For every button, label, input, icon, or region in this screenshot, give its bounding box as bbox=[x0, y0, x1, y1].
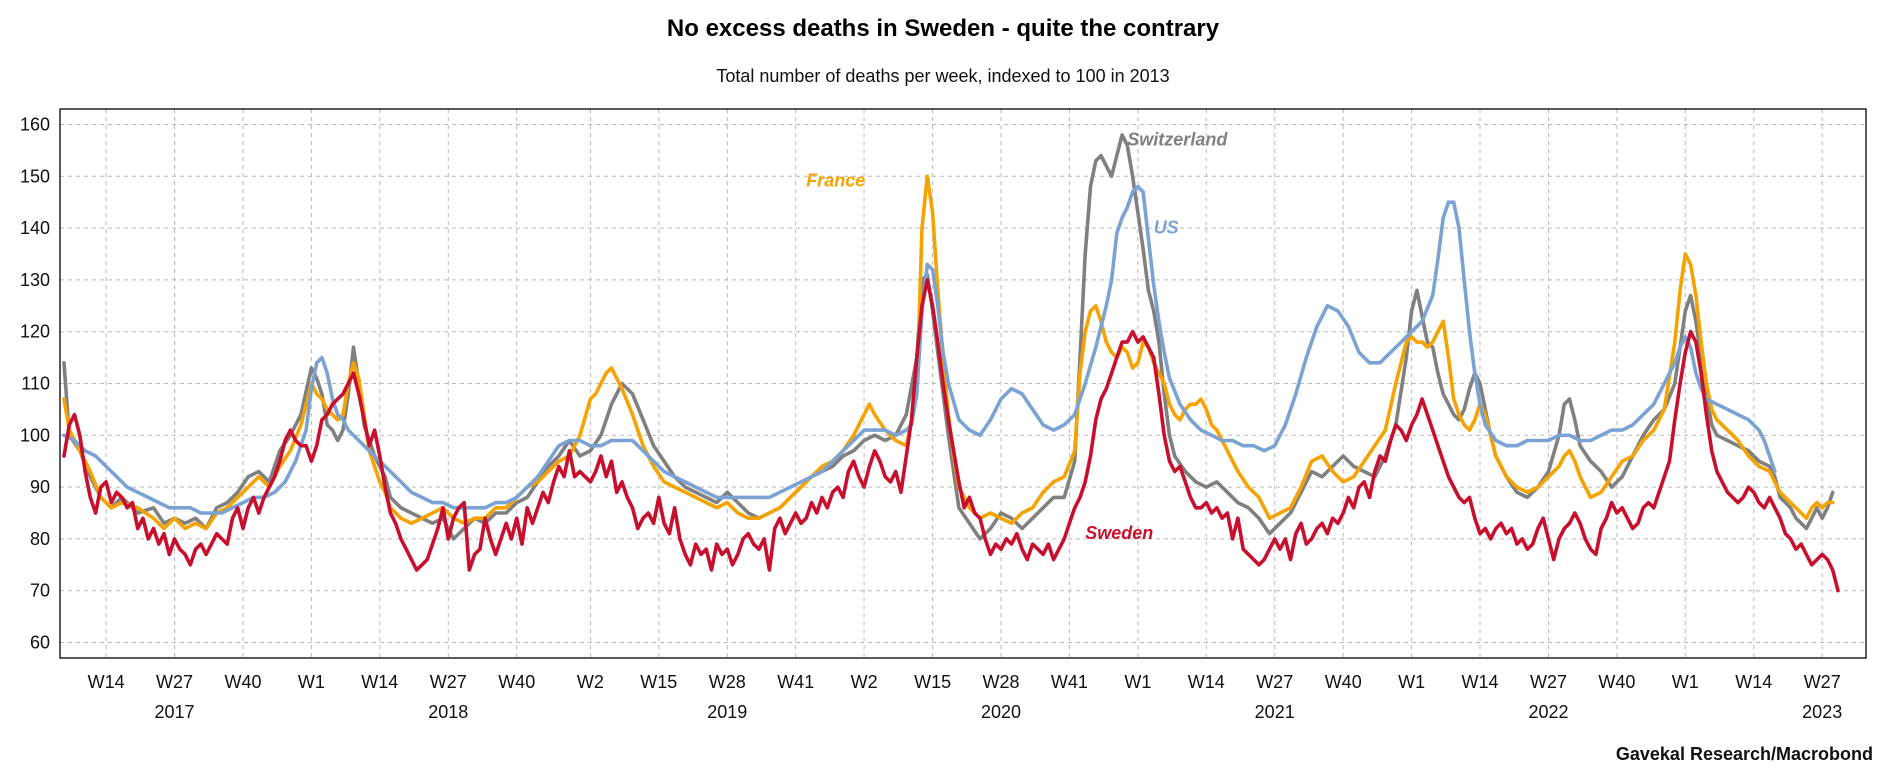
x-tick-label: W28 bbox=[982, 672, 1019, 692]
x-year-label: 2021 bbox=[1255, 702, 1295, 722]
y-tick-label: 110 bbox=[21, 374, 50, 394]
y-tick-label: 60 bbox=[30, 633, 50, 653]
x-year-label: 2023 bbox=[1802, 702, 1842, 722]
y-tick-label: 80 bbox=[30, 529, 50, 549]
x-tick-label: W27 bbox=[156, 672, 193, 692]
y-tick-label: 160 bbox=[20, 115, 50, 135]
series-lines bbox=[62, 133, 1840, 593]
x-tick-label: W40 bbox=[224, 672, 261, 692]
series-line-france bbox=[62, 174, 1835, 531]
chart-subtitle: Total number of deaths per week, indexed… bbox=[716, 66, 1169, 86]
x-tick-label: W1 bbox=[1398, 672, 1425, 692]
y-axis: 60 70 80 90 100 110 120 130 140 150 160 bbox=[20, 115, 50, 653]
x-tick-label: W15 bbox=[914, 672, 951, 692]
x-tick-label: W14 bbox=[1735, 672, 1772, 692]
x-axis: W14 W27 W40 W1 W14 W27 W40 W2 W15 W28 W41 W2 W15 W28 W… bbox=[88, 672, 1843, 722]
series-line-us bbox=[62, 184, 1777, 515]
x-tick-label: W41 bbox=[777, 672, 814, 692]
x-tick-label: W14 bbox=[1188, 672, 1225, 692]
y-tick-label: 100 bbox=[20, 425, 50, 445]
x-tick-label: W14 bbox=[361, 672, 398, 692]
x-tick-label: W2 bbox=[577, 672, 604, 692]
y-tick-label: 140 bbox=[20, 218, 50, 238]
x-tick-label: W1 bbox=[1672, 672, 1699, 692]
x-tick-label: W40 bbox=[1325, 672, 1362, 692]
x-tick-label: W27 bbox=[1530, 672, 1567, 692]
x-tick-label: W41 bbox=[1051, 672, 1088, 692]
x-tick-label: W2 bbox=[851, 672, 878, 692]
y-tick-label: 70 bbox=[30, 581, 50, 601]
series-labels: France Switzerland US Sweden bbox=[806, 129, 1228, 543]
series-line-switzerland bbox=[62, 133, 1835, 541]
x-tick-label: W27 bbox=[430, 672, 467, 692]
plot-frame bbox=[59, 108, 1867, 659]
x-year-label: 2022 bbox=[1528, 702, 1568, 722]
x-tick-label: W27 bbox=[1804, 672, 1841, 692]
x-tick-label: W40 bbox=[498, 672, 535, 692]
source-note: Gavekal Research/Macrobond bbox=[1616, 744, 1873, 764]
x-year-label: 2019 bbox=[707, 702, 747, 722]
x-year-label: 2020 bbox=[981, 702, 1021, 722]
x-tick-label: W14 bbox=[88, 672, 125, 692]
x-tick-label: W40 bbox=[1598, 672, 1635, 692]
x-tick-label: W15 bbox=[640, 672, 677, 692]
gridlines bbox=[60, 109, 1866, 658]
x-year-label: 2018 bbox=[428, 702, 468, 722]
x-tick-label: W1 bbox=[298, 672, 325, 692]
x-tick-label: W27 bbox=[1256, 672, 1293, 692]
series-label-switzerland: Switzerland bbox=[1127, 129, 1228, 149]
x-year-label: 2017 bbox=[154, 702, 194, 722]
series-label-sweden: Sweden bbox=[1085, 523, 1153, 543]
x-tick-label: W28 bbox=[709, 672, 746, 692]
y-tick-label: 130 bbox=[20, 270, 50, 290]
x-tick-label: W14 bbox=[1461, 672, 1498, 692]
y-tick-label: 90 bbox=[30, 477, 50, 497]
series-label-france: France bbox=[806, 171, 865, 191]
x-tick-label: W1 bbox=[1124, 672, 1151, 692]
y-tick-label: 120 bbox=[20, 322, 50, 342]
y-tick-label: 150 bbox=[20, 166, 50, 186]
series-line-sweden bbox=[62, 278, 1840, 593]
chart-title: No excess deaths in Sweden - quite the c… bbox=[667, 15, 1220, 42]
series-label-us: US bbox=[1154, 217, 1179, 237]
